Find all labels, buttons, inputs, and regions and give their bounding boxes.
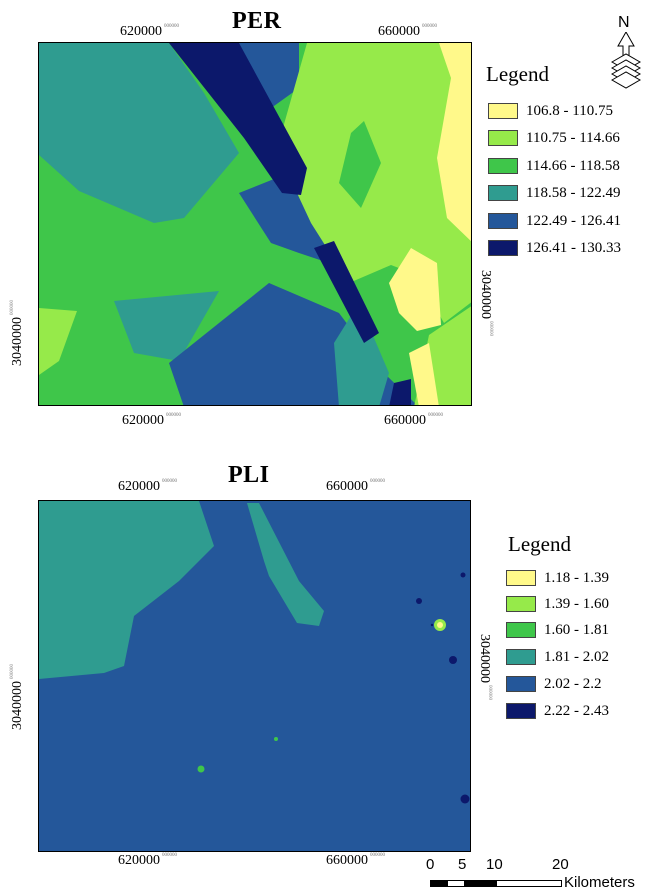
pli-legend-label: 1.60 - 1.81: [544, 622, 609, 639]
per-legend-label: 110.75 - 114.66: [526, 130, 620, 147]
per-top-x-tick-1: 620000 000000: [120, 24, 179, 40]
per-legend-label: 114.66 - 118.58: [526, 158, 620, 175]
per-bottom-x-tick-1: 620000 000000: [122, 413, 181, 429]
pli-left-y-tick: 3040000000000: [10, 664, 26, 730]
per-right-y-tick: 3040000000000: [477, 270, 493, 336]
pli-map-raster: [39, 501, 471, 852]
scale-segment: [497, 881, 561, 886]
scale-segment: [464, 881, 497, 886]
pli-legend-item: 1.18 - 1.39: [506, 568, 609, 588]
scale-tick-0: 0: [426, 856, 434, 873]
per-legend-label: 122.49 - 126.41: [526, 213, 621, 230]
per-legend-label: 118.58 - 122.49: [526, 185, 620, 202]
per-legend-item: 126.41 - 130.33: [488, 238, 621, 258]
per-legend-swatch: [488, 103, 518, 119]
pli-legend-title: Legend: [508, 532, 571, 557]
pli-legend-label: 1.18 - 1.39: [544, 570, 609, 587]
north-arrow: N: [608, 14, 644, 94]
pli-legend-label: 2.22 - 2.43: [544, 703, 609, 720]
per-legend-item: 118.58 - 122.49: [488, 183, 620, 203]
scale-segment: [431, 881, 448, 886]
pli-legend-item: 1.39 - 1.60: [506, 594, 609, 614]
pli-legend-item: 1.81 - 2.02: [506, 647, 609, 667]
pli-legend-label: 1.39 - 1.60: [544, 596, 609, 613]
north-arrow-label: N: [618, 14, 630, 32]
per-legend-item: 122.49 - 126.41: [488, 211, 621, 231]
pli-legend-swatch: [506, 676, 536, 692]
pli-map-frame: [38, 500, 471, 852]
pli-legend-swatch: [506, 703, 536, 719]
pli-legend-item: 2.02 - 2.2: [506, 674, 602, 694]
pli-legend-swatch: [506, 570, 536, 586]
per-map-frame: [38, 42, 472, 406]
per-top-x-tick-2: 660000 000000: [378, 24, 437, 40]
scale-bar-segments: [430, 880, 562, 887]
per-legend-item: 110.75 - 114.66: [488, 128, 620, 148]
pli-top-x-tick-2: 660000 000000: [326, 479, 385, 495]
per-map-raster: [39, 43, 472, 406]
scale-tick-20: 20: [552, 856, 569, 873]
scale-tick-5: 5: [458, 856, 466, 873]
per-legend-swatch: [488, 158, 518, 174]
pli-legend-swatch: [506, 622, 536, 638]
per-legend-title: Legend: [486, 62, 549, 87]
pli-legend-swatch: [506, 649, 536, 665]
pli-map-title: PLI: [228, 462, 270, 489]
per-legend-swatch: [488, 213, 518, 229]
pli-top-x-tick-1: 620000 000000: [118, 479, 177, 495]
pli-legend-label: 1.81 - 2.02: [544, 649, 609, 666]
pli-right-y-tick: 3040000000000: [476, 634, 492, 700]
per-legend-item: 114.66 - 118.58: [488, 156, 620, 176]
per-legend-swatch: [488, 130, 518, 146]
per-legend-item: 106.8 - 110.75: [488, 101, 613, 121]
pli-legend-swatch: [506, 596, 536, 612]
pli-legend-label: 2.02 - 2.2: [544, 676, 602, 693]
per-legend-swatch: [488, 185, 518, 201]
per-map-title: PER: [232, 8, 282, 35]
per-legend-label: 126.41 - 130.33: [526, 240, 621, 257]
per-left-y-tick: 3040000000000: [10, 300, 26, 366]
per-bottom-x-tick-2: 660000 000000: [384, 413, 443, 429]
scale-segment: [448, 881, 465, 886]
pli-bottom-x-tick-1: 620000 000000: [118, 853, 177, 869]
pli-legend-item: 1.60 - 1.81: [506, 620, 609, 640]
per-legend-swatch: [488, 240, 518, 256]
scale-unit: Kilometers: [564, 874, 635, 891]
pli-legend-item: 2.22 - 2.43: [506, 701, 609, 721]
north-arrow-icon: [608, 32, 644, 94]
scale-tick-10: 10: [486, 856, 503, 873]
per-legend-label: 106.8 - 110.75: [526, 103, 613, 120]
pli-bottom-x-tick-2: 660000 000000: [326, 853, 385, 869]
